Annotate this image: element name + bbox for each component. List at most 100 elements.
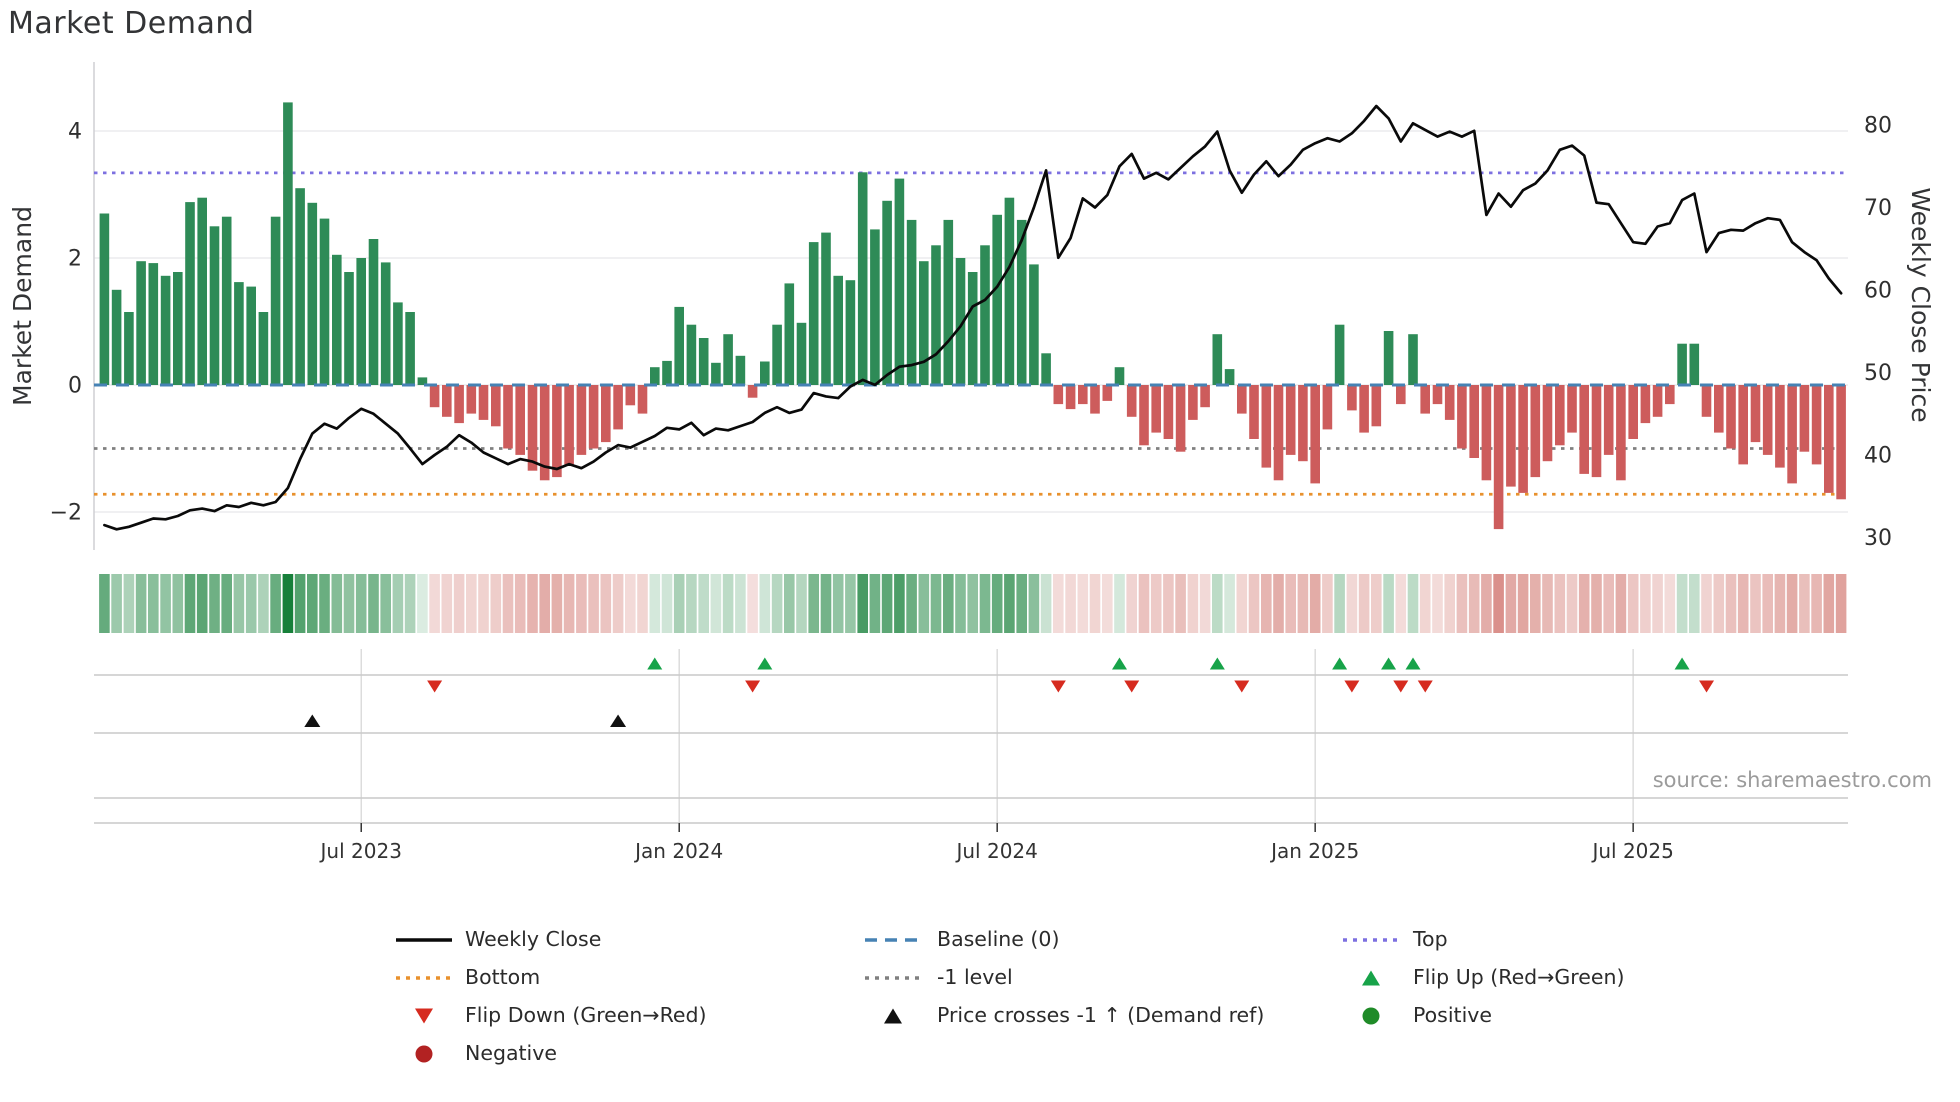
heatmap-cell xyxy=(441,574,453,633)
bar-negative xyxy=(1493,385,1504,530)
bar-negative xyxy=(1726,385,1736,449)
flip-up-triangle xyxy=(1405,657,1421,670)
heatmap-cell xyxy=(661,574,673,633)
heatmap-cell xyxy=(1199,574,1211,633)
heatmap-cell xyxy=(1774,574,1786,633)
bar-negative xyxy=(491,385,501,427)
bar-positive xyxy=(1408,334,1418,385)
heatmap-cell xyxy=(649,574,661,633)
heatmap-cell xyxy=(686,574,697,633)
heatmap-cell xyxy=(429,574,440,633)
bar-positive xyxy=(808,242,819,385)
bar-positive xyxy=(931,245,941,385)
demand-bars xyxy=(99,102,1846,530)
heatmap-cell xyxy=(1725,574,1737,633)
flip-up-triangle xyxy=(1674,657,1690,670)
heatmap-cell xyxy=(160,574,171,633)
heatmap-cell xyxy=(1811,574,1822,633)
right-tick-label: 50 xyxy=(1864,361,1892,386)
bar-negative xyxy=(1188,385,1198,420)
heatmap-cell xyxy=(979,574,991,633)
heatmap-cell xyxy=(1566,574,1578,633)
heatmap-cell xyxy=(1823,574,1835,633)
heatmap-cell xyxy=(245,574,257,633)
bar-positive xyxy=(124,312,134,385)
bar-negative xyxy=(1053,385,1064,405)
flip-up-triangle xyxy=(757,657,773,670)
right-axis-title: Weekly Close Price xyxy=(1906,187,1935,423)
heatmap-cell xyxy=(196,574,208,633)
bar-negative xyxy=(1518,385,1528,493)
heatmap-cell xyxy=(1187,574,1199,633)
bar-negative xyxy=(1432,385,1443,405)
flip-down-triangle xyxy=(1344,680,1360,693)
heatmap-cell xyxy=(1786,574,1798,633)
heatmap-cell xyxy=(576,574,587,633)
bar-negative xyxy=(1126,385,1137,417)
bar-negative xyxy=(1555,385,1565,446)
left-tick-label: 2 xyxy=(68,247,82,272)
bar-negative xyxy=(1603,385,1614,455)
bar-positive xyxy=(1677,343,1687,385)
flip-up-markers xyxy=(647,657,1690,670)
bar-negative xyxy=(1151,385,1161,433)
heatmap-cell xyxy=(1346,574,1358,633)
bar-negative xyxy=(1762,385,1773,455)
heatmap-cell xyxy=(1713,574,1725,633)
bar-negative xyxy=(1139,385,1149,446)
heatmap-cell xyxy=(1004,574,1015,633)
bar-negative xyxy=(1469,385,1479,458)
bar-negative xyxy=(1738,385,1748,465)
heatmap-cell xyxy=(1077,574,1089,633)
bar-positive xyxy=(319,218,330,385)
bar-positive xyxy=(1041,353,1051,386)
heatmap-cell xyxy=(99,574,110,633)
bar-positive xyxy=(307,202,318,385)
bar-positive xyxy=(674,306,684,385)
heatmap-cell xyxy=(735,574,746,633)
bar-positive xyxy=(99,213,110,385)
heatmap-cell xyxy=(1309,574,1321,633)
bar-positive xyxy=(417,377,428,385)
bar-negative xyxy=(1102,385,1113,401)
heatmap-cell xyxy=(1419,574,1431,633)
heatmap-cell xyxy=(1261,574,1272,633)
heatmap-cell xyxy=(135,574,147,633)
heatmap-cell xyxy=(1762,574,1773,633)
heatmap-cell xyxy=(1016,574,1027,633)
heatmap-cell xyxy=(857,574,868,633)
x-tick-label: Jan 2025 xyxy=(1269,839,1359,863)
heatmap-cell xyxy=(368,574,379,633)
bar-negative xyxy=(503,385,513,449)
bar-positive xyxy=(943,219,954,385)
legend-label: Positive xyxy=(1413,1003,1493,1027)
bar-positive xyxy=(1114,367,1125,385)
heatmap-cell xyxy=(1652,574,1663,633)
heatmap-cell xyxy=(392,574,404,633)
bar-negative xyxy=(1481,385,1492,481)
heatmap-cell xyxy=(1468,574,1480,633)
heatmap-cell xyxy=(331,574,343,633)
heatmap-cell xyxy=(881,574,893,633)
heatmap-cell xyxy=(845,574,856,633)
heatmap-cell xyxy=(673,574,685,633)
flip-up-triangle xyxy=(1209,657,1225,670)
bar-positive xyxy=(919,261,929,385)
bar-positive xyxy=(980,245,990,385)
circle-icon xyxy=(1362,1007,1380,1025)
bar-negative xyxy=(1652,385,1663,417)
heatmap-cell xyxy=(1750,574,1761,633)
bar-positive xyxy=(784,283,795,385)
bar-negative xyxy=(539,385,550,481)
heatmap-cell xyxy=(307,574,318,633)
bar-positive xyxy=(662,360,672,385)
bar-negative xyxy=(1542,385,1553,462)
bar-negative xyxy=(1616,385,1626,481)
heatmap-cell xyxy=(172,574,184,633)
bar-negative xyxy=(527,385,538,471)
triangle-down-icon xyxy=(415,1008,433,1024)
heatmap-cell xyxy=(1701,574,1712,633)
flip-down-triangle xyxy=(1050,680,1066,693)
heatmap-cell xyxy=(1248,574,1260,633)
